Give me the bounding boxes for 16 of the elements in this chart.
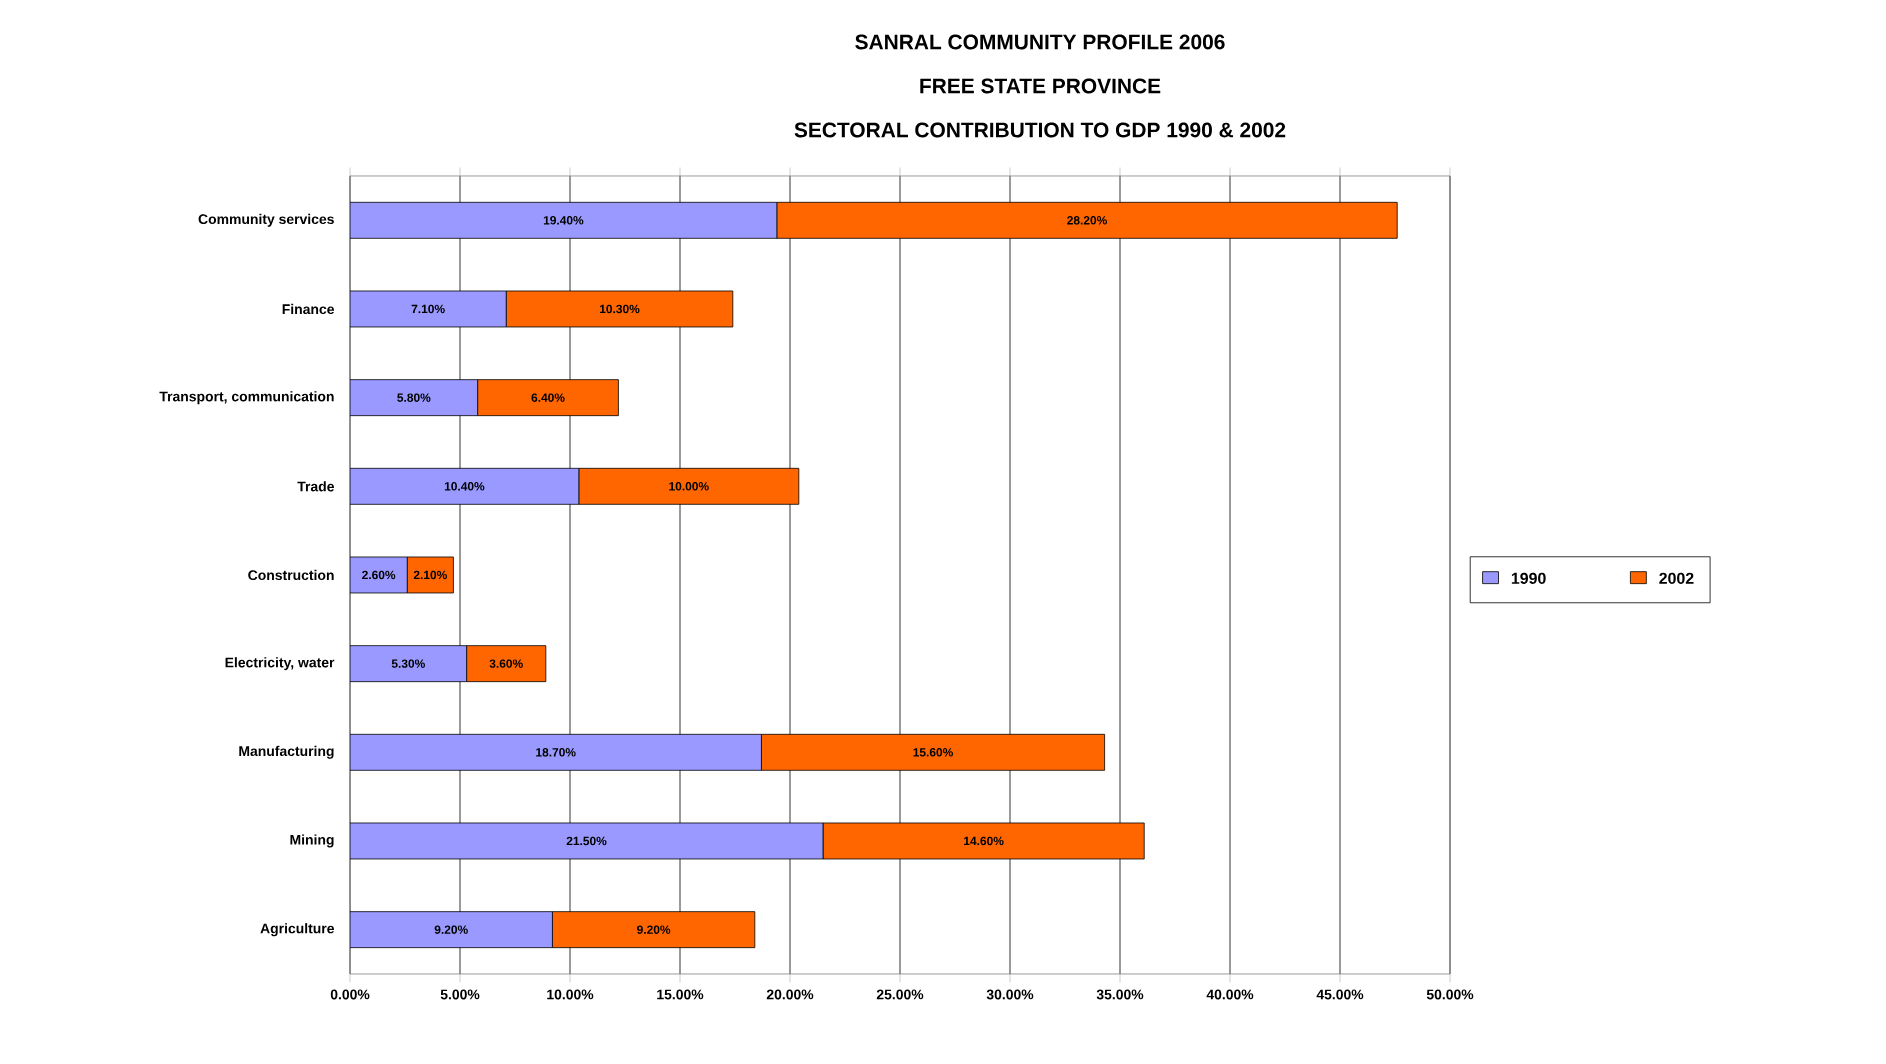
- bar: [505, 290, 734, 328]
- bar: [406, 556, 454, 594]
- bar: [350, 290, 507, 328]
- bar: [578, 467, 800, 505]
- bar: [350, 822, 824, 860]
- bar: [350, 201, 778, 239]
- bar: [350, 645, 468, 683]
- bar: [466, 645, 547, 683]
- text: SECTORAL CONTRIBUTION TO GDP 1990 & 2002: [794, 122, 1286, 138]
- bar: [350, 733, 762, 771]
- bar: [350, 911, 553, 949]
- bar: [350, 467, 580, 505]
- chart-title: SANRAL COMMUNITY PROFILE 2006: [855, 34, 1225, 50]
- chart-subtitle: FREE STATE PROVINCE: [920, 78, 1161, 94]
- bar: [350, 379, 479, 417]
- bar: [477, 379, 619, 417]
